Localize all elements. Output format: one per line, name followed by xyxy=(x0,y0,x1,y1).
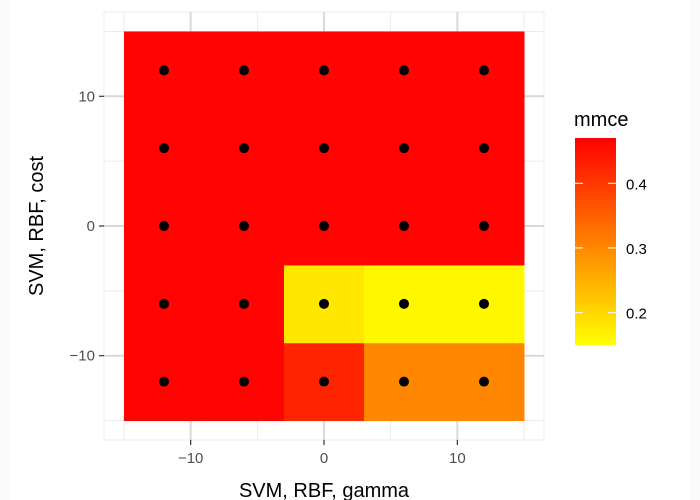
y-axis-title: SVM, RBF, cost xyxy=(26,156,48,296)
data-point xyxy=(399,298,409,309)
legend-colorbar xyxy=(575,138,616,345)
y-tick-label: 10 xyxy=(78,88,95,105)
x-tick-label: 0 xyxy=(320,450,328,467)
data-point xyxy=(239,221,249,231)
data-point xyxy=(399,143,409,154)
data-point xyxy=(479,143,489,154)
legend-label: 0.4 xyxy=(626,176,647,193)
data-point xyxy=(399,65,409,76)
data-point xyxy=(239,376,249,387)
data-point xyxy=(239,65,249,76)
data-point xyxy=(319,298,329,309)
data-point xyxy=(319,221,329,231)
x-tick-label: 10 xyxy=(449,450,466,467)
data-point xyxy=(239,143,249,154)
x-tick-label: −10 xyxy=(178,450,203,467)
y-tick-label: −10 xyxy=(70,348,95,365)
data-point xyxy=(479,221,489,231)
data-point xyxy=(479,298,489,309)
data-point xyxy=(159,65,169,76)
left-margin-band xyxy=(0,0,10,500)
y-tick-label: 0 xyxy=(87,218,95,235)
legend-title: mmce xyxy=(574,109,628,131)
right-margin-band xyxy=(690,0,700,500)
legend-label: 0.3 xyxy=(626,241,647,258)
data-point xyxy=(159,221,169,231)
x-axis-title: SVM, RBF, gamma xyxy=(239,480,410,500)
data-point xyxy=(319,65,329,76)
data-point xyxy=(479,376,489,387)
data-point xyxy=(319,376,329,387)
data-point xyxy=(159,376,169,387)
data-point xyxy=(239,298,249,309)
data-point xyxy=(159,298,169,309)
data-point xyxy=(479,65,489,76)
data-point xyxy=(399,376,409,387)
data-point xyxy=(399,221,409,231)
data-point xyxy=(159,143,169,154)
data-point xyxy=(319,143,329,154)
legend-label: 0.2 xyxy=(626,306,647,323)
